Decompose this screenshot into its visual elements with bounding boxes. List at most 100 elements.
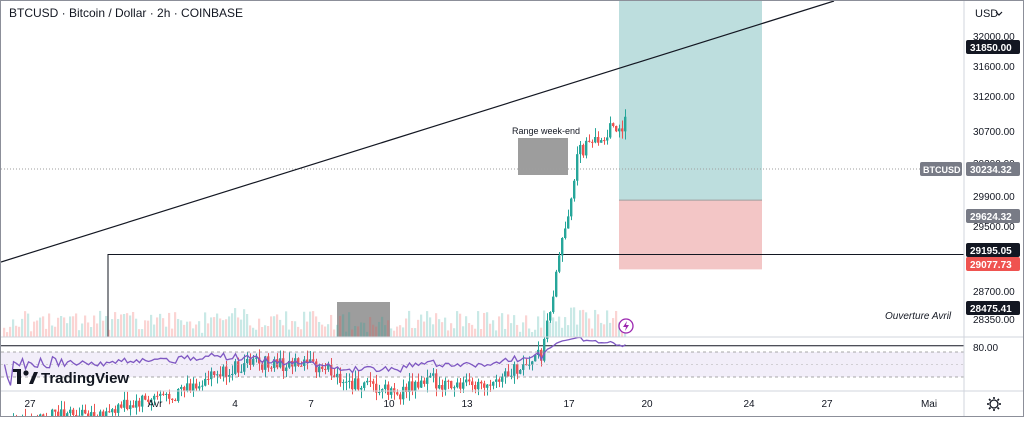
volume-bar [381, 317, 383, 337]
volume-bar [555, 321, 557, 337]
volume-bar [144, 320, 146, 337]
candle-body [360, 388, 362, 390]
volume-bar [15, 326, 17, 337]
volume-bar [492, 320, 494, 337]
volume-bar [615, 311, 617, 337]
candle-body [357, 378, 359, 389]
volume-bar [90, 327, 92, 337]
x-tick-label: Mai [921, 399, 937, 410]
volume-bar [495, 330, 497, 337]
volume-bar [327, 324, 329, 337]
volume-bar [150, 315, 152, 337]
candle-body [597, 137, 599, 143]
candle-body [39, 414, 41, 416]
candle-body [105, 411, 107, 416]
candle-body [369, 381, 371, 382]
volume-bar [54, 327, 56, 337]
candle-body [87, 413, 89, 416]
volume-bar [288, 330, 290, 337]
volume-bar [177, 319, 179, 337]
volume-bar [459, 314, 461, 337]
candle-body [399, 394, 401, 399]
candle-body [60, 409, 62, 416]
volume-bar [468, 323, 470, 337]
candle-body [378, 392, 380, 393]
candle[interactable] [573, 179, 575, 202]
volume-bar [444, 318, 446, 337]
candle-body [621, 128, 623, 131]
volume-bar [81, 324, 83, 337]
volume-bar [21, 319, 23, 337]
volume-bar [108, 330, 110, 337]
candle-body [57, 412, 59, 416]
candle-body [564, 228, 566, 238]
range-weekend-box[interactable] [518, 138, 568, 175]
candle-body [198, 386, 200, 388]
price-label: 29077.73 [970, 260, 1012, 271]
candle-body [462, 382, 464, 388]
volume-bar [234, 308, 236, 337]
volume-bar [396, 327, 398, 337]
volume-bar [357, 326, 359, 337]
candle-body [492, 382, 494, 386]
candle-body [75, 415, 77, 416]
volume-bar [201, 333, 203, 337]
candle[interactable] [555, 270, 557, 297]
candle-body [549, 312, 551, 321]
candle-body [168, 394, 170, 399]
candle-body [186, 383, 188, 390]
volume-bar [63, 317, 65, 337]
candle-body [441, 385, 443, 390]
lightning-icon[interactable] [619, 319, 633, 333]
volume-bar [399, 325, 401, 337]
range-weekend-label: Range week-end [512, 126, 580, 136]
candle[interactable] [51, 409, 53, 416]
volume-bar [522, 322, 524, 337]
volume-bar [135, 319, 137, 337]
volume-bar [207, 323, 209, 337]
currency-selector[interactable]: USD [975, 8, 1002, 20]
volume-bar [561, 328, 563, 337]
stop-zone[interactable] [619, 200, 762, 269]
volume-bar [465, 316, 467, 337]
volume-bar [186, 322, 188, 337]
candle-body [477, 382, 479, 389]
volume-bar [6, 332, 8, 337]
candle[interactable] [177, 388, 179, 403]
candle-body [567, 216, 569, 228]
x-tick-label: 4 [232, 399, 238, 410]
volume-bar [378, 322, 380, 337]
volume-bar [12, 319, 14, 337]
volume-bar [420, 315, 422, 337]
candle-body [591, 142, 593, 143]
candle-body [162, 394, 164, 395]
volume-bar [330, 315, 332, 337]
volume-bar [516, 325, 518, 337]
candle-body [42, 414, 44, 416]
volume-bar [321, 325, 323, 337]
price-label: 30234.32 [970, 165, 1012, 176]
volume-bar [483, 313, 485, 337]
volume-bar [612, 318, 614, 337]
candle-body [624, 117, 626, 132]
candle-body [66, 413, 68, 416]
candle-body [393, 388, 395, 392]
volume-bar [18, 327, 20, 337]
volume-bar [543, 311, 545, 337]
volume-bar [393, 331, 395, 337]
volume-bar [270, 316, 272, 337]
volume-bar [510, 323, 512, 337]
candle-body [156, 396, 158, 397]
candle[interactable] [615, 126, 617, 132]
volume-bar [309, 312, 311, 337]
candle-body [396, 392, 398, 394]
volume-bar [129, 315, 131, 337]
candle-body [132, 405, 134, 407]
volume-bar [387, 320, 389, 337]
volume-bar [252, 328, 254, 337]
volume-bar [213, 317, 215, 337]
volume-bar [75, 313, 77, 337]
volume-bar [192, 328, 194, 337]
